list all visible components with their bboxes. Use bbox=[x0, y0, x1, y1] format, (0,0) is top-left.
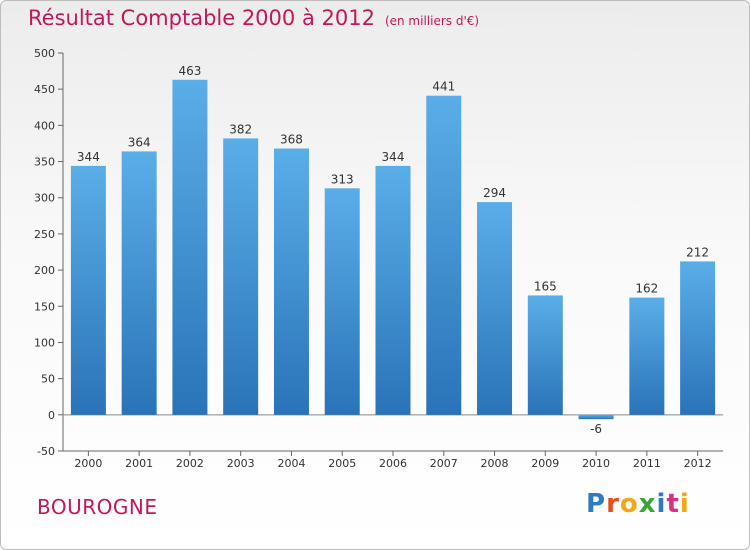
data-label-2004: 368 bbox=[280, 133, 303, 147]
y-tick-label: 450 bbox=[34, 83, 55, 96]
bar-2009 bbox=[527, 295, 563, 415]
logo-letter: i bbox=[679, 489, 690, 519]
y-tick-label: 0 bbox=[48, 409, 55, 422]
data-label-2011: 162 bbox=[635, 282, 658, 296]
bar-2008 bbox=[477, 202, 513, 415]
bar-2001 bbox=[121, 151, 157, 415]
proxiti-logo: Proxiti bbox=[586, 489, 690, 519]
x-tick-label-2007: 2007 bbox=[430, 457, 458, 470]
x-tick-label-2005: 2005 bbox=[328, 457, 356, 470]
data-label-2005: 313 bbox=[331, 172, 354, 186]
logo-letter: i bbox=[656, 489, 667, 519]
bar-2010 bbox=[578, 414, 614, 420]
y-tick-label: -50 bbox=[37, 445, 55, 458]
bar-2000 bbox=[70, 165, 106, 415]
bar-2003 bbox=[223, 138, 259, 415]
bar-2006 bbox=[375, 165, 411, 415]
commune-name: BOUROGNE bbox=[37, 495, 158, 519]
bar-2005 bbox=[324, 188, 360, 415]
x-tick-label-2009: 2009 bbox=[531, 457, 559, 470]
data-label-2008: 294 bbox=[483, 186, 506, 200]
chart-title-text: Résultat Comptable 2000 à 2012 bbox=[28, 6, 375, 30]
logo-letter: P bbox=[586, 489, 607, 519]
data-label-2009: 165 bbox=[534, 279, 557, 293]
y-tick-label: 150 bbox=[34, 300, 55, 313]
y-tick-label: 200 bbox=[34, 264, 55, 277]
x-tick-label-2003: 2003 bbox=[227, 457, 255, 470]
logo-letter: r bbox=[606, 489, 620, 519]
data-label-2007: 441 bbox=[432, 80, 455, 94]
data-label-2003: 382 bbox=[229, 122, 252, 136]
x-tick-label-2010: 2010 bbox=[582, 457, 610, 470]
y-tick-label: 50 bbox=[41, 373, 55, 386]
bar-2011 bbox=[629, 297, 665, 415]
chart-subtitle: (en milliers d'€) bbox=[384, 14, 480, 28]
y-tick-label: 400 bbox=[34, 119, 55, 132]
data-label-2001: 364 bbox=[128, 135, 151, 149]
y-tick-label: 250 bbox=[34, 228, 55, 241]
logo-letter: t bbox=[666, 489, 680, 519]
x-tick-label-2001: 2001 bbox=[125, 457, 153, 470]
x-tick-label-2002: 2002 bbox=[176, 457, 204, 470]
bar-2004 bbox=[273, 148, 309, 415]
logo-letter: o bbox=[619, 489, 639, 519]
x-tick-label-2006: 2006 bbox=[379, 457, 407, 470]
y-tick-label: 350 bbox=[34, 156, 55, 169]
x-tick-label-2000: 2000 bbox=[74, 457, 102, 470]
data-label-2012: 212 bbox=[686, 245, 709, 259]
bar-2002 bbox=[172, 79, 208, 415]
y-tick-label: 500 bbox=[34, 47, 55, 60]
chart-title: Résultat Comptable 2000 à 2012 (en millie… bbox=[28, 6, 479, 30]
data-label-2010: -6 bbox=[590, 422, 602, 436]
x-tick-label-2011: 2011 bbox=[633, 457, 661, 470]
x-tick-label-2012: 2012 bbox=[684, 457, 712, 470]
data-label-2000: 344 bbox=[77, 150, 100, 164]
data-label-2006: 344 bbox=[382, 150, 405, 164]
data-label-2002: 463 bbox=[178, 64, 201, 78]
y-tick-label: 300 bbox=[34, 192, 55, 205]
x-tick-label-2008: 2008 bbox=[481, 457, 509, 470]
logo-letter: x bbox=[638, 489, 657, 519]
x-tick-label-2004: 2004 bbox=[277, 457, 305, 470]
y-tick-label: 100 bbox=[34, 336, 55, 349]
bar-2012 bbox=[680, 261, 716, 415]
bar-2007 bbox=[426, 95, 462, 415]
